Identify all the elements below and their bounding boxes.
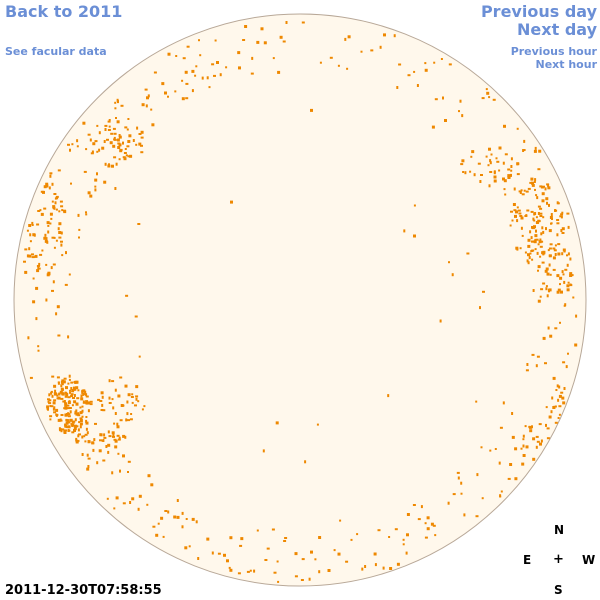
compass-east: E [523,553,532,567]
compass-south: S [554,583,563,597]
previous-hour-link[interactable]: Previous hour [510,45,597,58]
next-hour-link[interactable]: Next hour [535,58,598,71]
back-to-year-link[interactable]: Back to 2011 [5,2,123,21]
compass-center: + [553,552,564,567]
compass-west: W [582,553,596,567]
solar-disk [13,13,587,587]
next-day-link[interactable]: Next day [517,20,597,39]
observation-timestamp: 2011-12-30T07:58:55 [5,583,162,598]
compass-north: N [554,523,565,537]
faculae-layer [23,21,578,583]
previous-day-link[interactable]: Previous day [480,2,597,21]
see-facular-data-link[interactable]: See facular data [5,45,107,58]
